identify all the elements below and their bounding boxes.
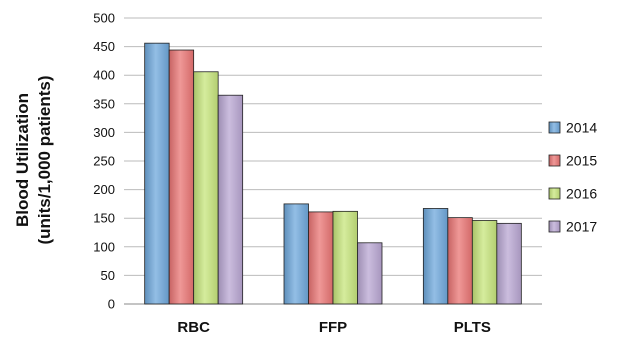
bar-rbc-2015 <box>168 49 195 305</box>
bar-ffp-2016 <box>332 210 358 305</box>
legend-swatch <box>548 154 561 167</box>
y-tick-label: 350 <box>93 96 115 111</box>
bars <box>144 42 522 305</box>
bar-ffp-2015 <box>308 211 334 305</box>
y-tick-label: 400 <box>93 68 115 83</box>
bar-plts-2016 <box>471 220 498 305</box>
y-axis-label: Blood Utilization (units/1,000 patients) <box>13 75 54 244</box>
legend-swatch <box>548 187 561 200</box>
x-tick-label: FFP <box>319 319 347 336</box>
y-tick-label: 200 <box>93 182 115 197</box>
y-tick-label: 150 <box>93 211 115 226</box>
bar-rbc-2017 <box>217 94 244 305</box>
legend-label: 2017 <box>566 219 597 235</box>
category-labels: RBC FFP PLTS <box>177 319 491 336</box>
y-axis-label-line2: (units/1,000 patients) <box>35 75 54 244</box>
y-tick-labels: 0 50 100 150 200 250 300 350 400 450 500 <box>93 11 115 312</box>
bar-rbc-2016 <box>193 71 219 305</box>
legend-swatch <box>548 121 561 134</box>
y-tick-label: 450 <box>93 39 115 54</box>
x-tick-label: RBC <box>177 319 210 336</box>
bar-ffp-2014 <box>283 203 309 305</box>
y-tick-label: 500 <box>93 11 115 26</box>
y-tick-label: 250 <box>93 154 115 169</box>
legend-swatch <box>548 220 561 233</box>
bar-plts-2015 <box>447 217 473 305</box>
y-axis-label-line1: Blood Utilization <box>13 93 32 227</box>
y-tick-label: 300 <box>93 125 115 140</box>
bar-rbc-2014 <box>144 42 170 305</box>
legend-label: 2014 <box>566 120 597 136</box>
y-tick-label: 0 <box>108 297 115 312</box>
legend-label: 2015 <box>566 153 597 169</box>
bar-ffp-2017 <box>357 242 383 305</box>
y-tick-label: 50 <box>101 268 115 283</box>
bar-plts-2014 <box>422 208 449 305</box>
legend: 2014 2015 2016 2017 <box>548 120 597 235</box>
y-tick-label: 100 <box>93 239 115 254</box>
bar-plts-2017 <box>496 222 522 305</box>
x-tick-label: PLTS <box>454 319 491 336</box>
legend-label: 2016 <box>566 186 597 202</box>
